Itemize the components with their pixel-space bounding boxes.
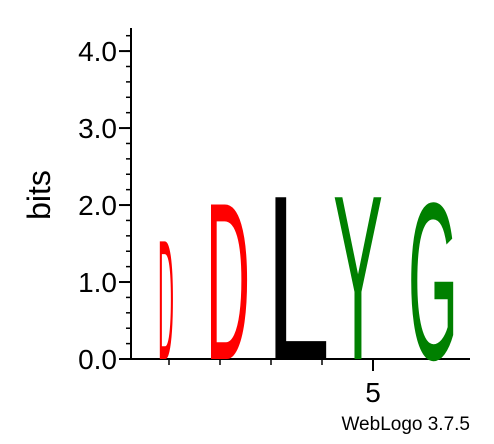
logo-letter-d-pos2: D <box>206 156 250 407</box>
y-tick-label: 4.0 <box>78 36 117 67</box>
logo-letter-d-pos1: D <box>158 205 174 396</box>
y-tick-label: 1.0 <box>78 267 117 298</box>
y-axis-label: bits <box>21 170 57 220</box>
logo-letter-g-pos5: G <box>408 156 458 406</box>
y-tick-label: 0.0 <box>78 344 117 375</box>
y-tick-label: 2.0 <box>78 190 117 221</box>
weblogo-credit: WebLogo 3.7.5 <box>341 414 470 435</box>
logo-letter-y-pos4: Y <box>333 146 383 409</box>
chart-axes: 0.0 1.0 2.0 3.0 4.0 5 <box>78 28 470 408</box>
logo-letter-l-pos3: L <box>266 147 330 410</box>
y-tick-label: 3.0 <box>78 113 117 144</box>
x-tick-label: 5 <box>365 377 381 408</box>
